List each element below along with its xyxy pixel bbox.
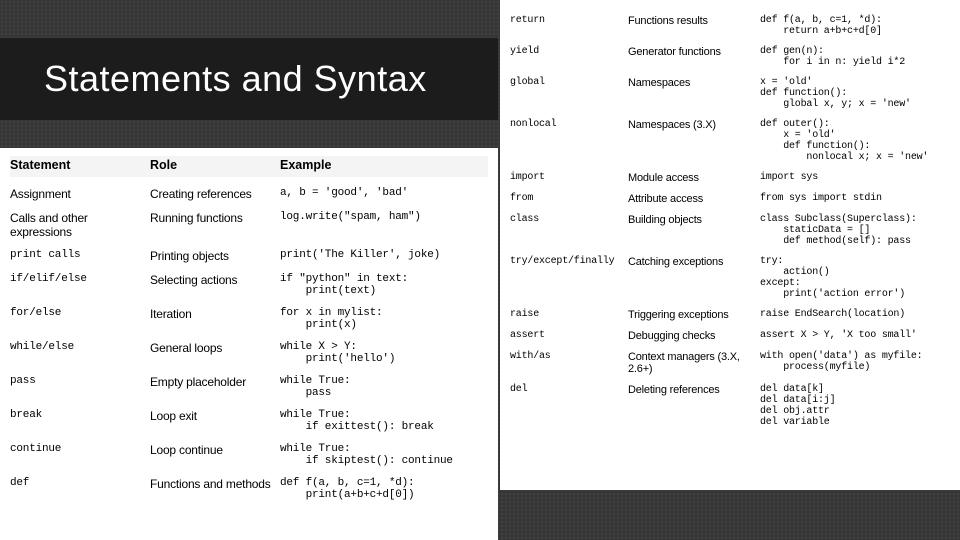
role-cell: Printing objects: [150, 239, 280, 263]
example-cell: del data[k]del data[i:j]del obj.attrdel …: [760, 375, 952, 428]
stmt-cell: for/else: [10, 297, 150, 331]
role-cell: Triggering exceptions: [628, 300, 760, 321]
table-header: StatementRoleExample: [10, 156, 488, 177]
col-role: Role: [150, 156, 280, 177]
stmt-cell: with/as: [510, 342, 628, 375]
table-row: continueLoop continuewhile True: if skip…: [10, 433, 488, 467]
table-row: nonlocalNamespaces (3.X)def outer(): x =…: [510, 110, 952, 163]
stmt-cell: assert: [510, 321, 628, 342]
role-cell: Deleting references: [628, 375, 760, 428]
stmt-cell: continue: [10, 433, 150, 467]
role-cell: Functions and methods: [150, 467, 280, 501]
example-cell: for x in mylist: print(x): [280, 297, 488, 331]
col-statement: Statement: [10, 156, 150, 177]
role-cell: Generator functions: [628, 37, 760, 68]
role-cell: Running functions: [150, 201, 280, 239]
example-cell: print('The Killer', joke): [280, 239, 488, 263]
role-cell: Catching exceptions: [628, 247, 760, 300]
stmt-cell: yield: [510, 37, 628, 68]
table-row: returnFunctions resultsdef f(a, b, c=1, …: [510, 6, 952, 37]
stmt-cell: try/except/finally: [510, 247, 628, 300]
role-cell: Building objects: [628, 205, 760, 247]
col-example: Example: [280, 156, 488, 177]
table-row: with/asContext managers (3.X, 2.6+)with …: [510, 342, 952, 375]
example-cell: while True: if skiptest(): continue: [280, 433, 488, 467]
table-row: fromAttribute accessfrom sys import stdi…: [510, 184, 952, 205]
example-cell: a, b = 'good', 'bad': [280, 177, 488, 201]
role-cell: Loop continue: [150, 433, 280, 467]
title-bar: Statements and Syntax: [0, 38, 498, 120]
slide-title: Statements and Syntax: [44, 58, 427, 100]
stmt-cell: Calls and other expressions: [10, 201, 150, 239]
stmt-cell: pass: [10, 365, 150, 399]
example-cell: with open('data') as myfile: process(myf…: [760, 342, 952, 375]
example-cell: while X > Y: print('hello'): [280, 331, 488, 365]
right-table-panel: returnFunctions resultsdef f(a, b, c=1, …: [500, 0, 960, 490]
role-cell: Namespaces: [628, 68, 760, 110]
role-cell: Context managers (3.X, 2.6+): [628, 342, 760, 375]
role-cell: Loop exit: [150, 399, 280, 433]
example-cell: def f(a, b, c=1, *d): return a+b+c+d[0]: [760, 6, 952, 37]
role-cell: Attribute access: [628, 184, 760, 205]
stmt-cell: from: [510, 184, 628, 205]
example-cell: log.write("spam, ham"): [280, 201, 488, 239]
example-cell: class Subclass(Superclass): staticData =…: [760, 205, 952, 247]
table-row: breakLoop exitwhile True: if exittest():…: [10, 399, 488, 433]
role-cell: Iteration: [150, 297, 280, 331]
stmt-cell: class: [510, 205, 628, 247]
stmt-cell: raise: [510, 300, 628, 321]
role-cell: Empty placeholder: [150, 365, 280, 399]
role-cell: Debugging checks: [628, 321, 760, 342]
table-row: raiseTriggering exceptionsraise EndSearc…: [510, 300, 952, 321]
table-row: delDeleting referencesdel data[k]del dat…: [510, 375, 952, 428]
stmt-cell: def: [10, 467, 150, 501]
role-cell: Namespaces (3.X): [628, 110, 760, 163]
stmt-cell: Assignment: [10, 177, 150, 201]
table-row: yieldGenerator functionsdef gen(n): for …: [510, 37, 952, 68]
stmt-cell: break: [10, 399, 150, 433]
table-row: try/except/finallyCatching exceptionstry…: [510, 247, 952, 300]
table-row: print callsPrinting objectsprint('The Ki…: [10, 239, 488, 263]
example-cell: while True: pass: [280, 365, 488, 399]
role-cell: Functions results: [628, 6, 760, 37]
role-cell: Module access: [628, 163, 760, 184]
example-cell: while True: if exittest(): break: [280, 399, 488, 433]
role-cell: General loops: [150, 331, 280, 365]
example-cell: assert X > Y, 'X too small': [760, 321, 952, 342]
role-cell: Selecting actions: [150, 263, 280, 297]
table-row: importModule accessimport sys: [510, 163, 952, 184]
example-cell: from sys import stdin: [760, 184, 952, 205]
table-row: passEmpty placeholderwhile True: pass: [10, 365, 488, 399]
example-cell: try: action()except: print('action error…: [760, 247, 952, 300]
stmt-cell: import: [510, 163, 628, 184]
stmt-cell: print calls: [10, 239, 150, 263]
left-table: StatementRoleExampleAssignmentCreating r…: [10, 156, 488, 501]
table-row: globalNamespacesx = 'old'def function():…: [510, 68, 952, 110]
table-row: AssignmentCreating referencesa, b = 'goo…: [10, 177, 488, 201]
stmt-cell: while/else: [10, 331, 150, 365]
example-cell: def outer(): x = 'old' def function(): n…: [760, 110, 952, 163]
example-cell: def gen(n): for i in n: yield i*2: [760, 37, 952, 68]
table-row: defFunctions and methodsdef f(a, b, c=1,…: [10, 467, 488, 501]
right-table: returnFunctions resultsdef f(a, b, c=1, …: [510, 6, 952, 428]
stmt-cell: del: [510, 375, 628, 428]
example-cell: import sys: [760, 163, 952, 184]
role-cell: Creating references: [150, 177, 280, 201]
example-cell: if "python" in text: print(text): [280, 263, 488, 297]
table-row: if/elif/elseSelecting actionsif "python"…: [10, 263, 488, 297]
example-cell: raise EndSearch(location): [760, 300, 952, 321]
table-row: classBuilding objectsclass Subclass(Supe…: [510, 205, 952, 247]
left-table-panel: StatementRoleExampleAssignmentCreating r…: [0, 148, 498, 540]
table-row: for/elseIterationfor x in mylist: print(…: [10, 297, 488, 331]
stmt-cell: return: [510, 6, 628, 37]
table-row: Calls and other expressionsRunning funct…: [10, 201, 488, 239]
example-cell: def f(a, b, c=1, *d): print(a+b+c+d[0]): [280, 467, 488, 501]
stmt-cell: if/elif/else: [10, 263, 150, 297]
table-row: assertDebugging checksassert X > Y, 'X t…: [510, 321, 952, 342]
stmt-cell: global: [510, 68, 628, 110]
table-row: while/elseGeneral loopswhile X > Y: prin…: [10, 331, 488, 365]
stmt-cell: nonlocal: [510, 110, 628, 163]
example-cell: x = 'old'def function(): global x, y; x …: [760, 68, 952, 110]
